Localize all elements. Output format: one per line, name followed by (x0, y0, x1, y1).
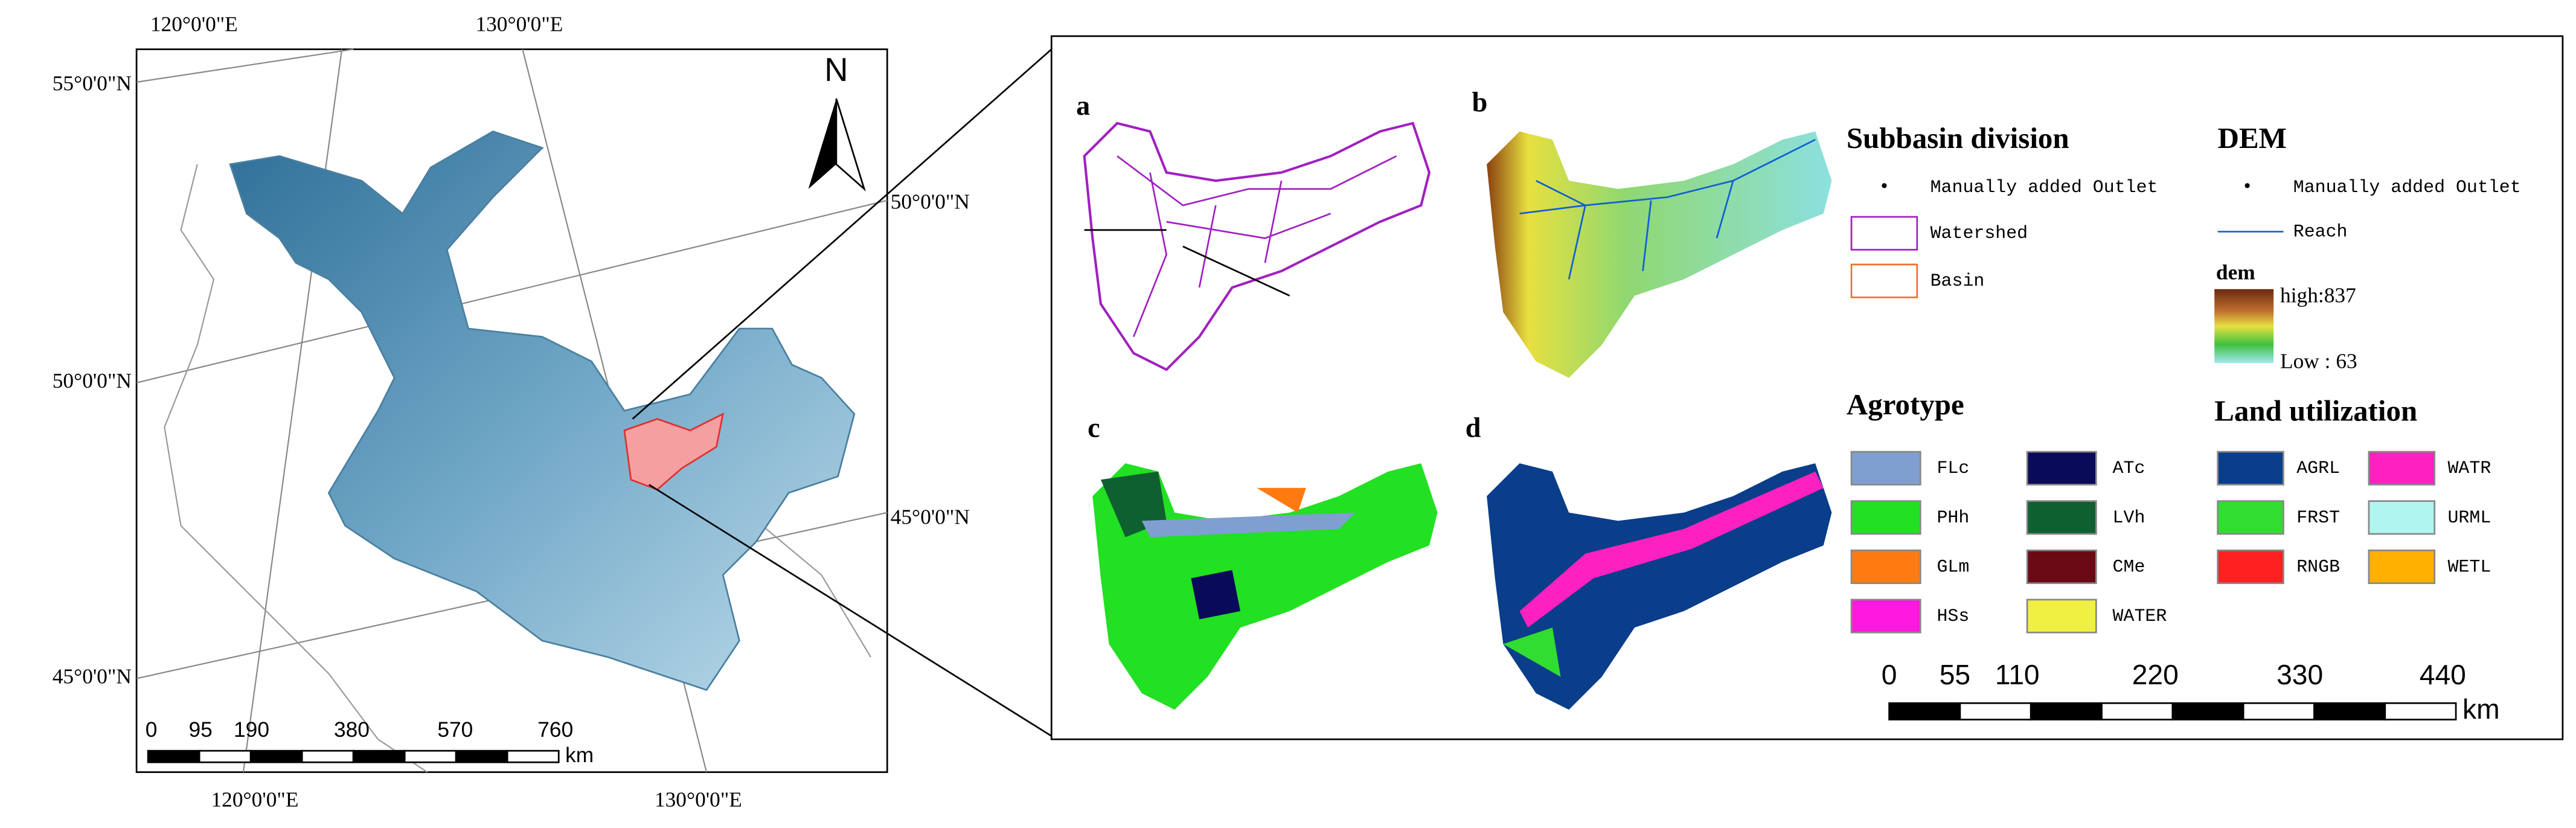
lon-label: 120°0'0"E (211, 788, 298, 812)
legend-title: Subbasin division (1847, 121, 2069, 155)
zoom-line (649, 484, 1053, 737)
legend-label: ATc (2113, 458, 2145, 478)
scale-label: 0 (146, 718, 158, 742)
legend-label: CMe (2113, 556, 2145, 577)
panel-letter: a (1076, 91, 1090, 121)
study-basin (623, 412, 725, 491)
panel-c-map (1092, 463, 1438, 710)
legend-swatch (2217, 549, 2284, 585)
scale-label: 220 (2132, 659, 2179, 690)
legend-swatch (2368, 451, 2436, 486)
scale-segment (2171, 702, 2244, 720)
scale-label: 190 (234, 718, 269, 742)
legend-swatch (1850, 500, 1921, 535)
legend-label: URML (2447, 507, 2491, 528)
scale-segment (455, 749, 508, 763)
scale-label: 0 (1882, 659, 1897, 690)
scale-label: 110 (1995, 659, 2040, 690)
ramp-label: Low : 63 (2280, 348, 2357, 373)
scale-segment (352, 749, 406, 763)
legend-swatch (2026, 599, 2097, 634)
legend-swatch (1850, 549, 1921, 585)
scale-label: 440 (2420, 659, 2466, 690)
legend-swatch (2026, 500, 2097, 535)
legend-label: Watershed (1930, 223, 2028, 243)
lat-label: 50°0'0"N (891, 189, 970, 213)
panel-letter: d (1466, 412, 1481, 443)
scale-unit: km (2462, 693, 2500, 725)
lon-label: 130°0'0"E (655, 788, 742, 812)
legend-swatch (2368, 500, 2436, 535)
legend-label: Manually added Outlet (1930, 177, 2158, 197)
legend-label: WETL (2447, 556, 2491, 577)
legend-label: Basin (1930, 271, 1985, 291)
scale-label: 570 (437, 718, 473, 742)
lon-label: 120°0'0"E (150, 12, 238, 36)
scale-segment (198, 749, 252, 763)
legend-swatch (2026, 451, 2097, 486)
panel-d-map (1487, 463, 1832, 710)
north-arrow: N (808, 51, 866, 192)
scale-label: 330 (2276, 659, 2323, 690)
legend-title: Agrotype (1847, 388, 1964, 421)
lon-label: 130°0'0"E (475, 12, 563, 36)
legend-swatch (2217, 500, 2284, 535)
scale-unit: km (565, 743, 594, 767)
legend-label: GLm (1937, 556, 1969, 577)
legend-swatch (2217, 451, 2284, 486)
legend-title: DEM (2218, 121, 2287, 155)
scale-segment (2242, 702, 2315, 720)
legend-label: WATER (2113, 606, 2167, 626)
ramp-title: dem (2216, 260, 2255, 284)
scale-segment (249, 749, 303, 763)
legend-label: WATR (2447, 458, 2491, 478)
legend-swatch (1850, 451, 1921, 486)
legend-label: FLc (1937, 458, 1969, 478)
legend-label: Manually added Outlet (2293, 177, 2521, 197)
scale-segment (301, 749, 354, 763)
lat-label: 50°0'0"N (53, 368, 132, 393)
scale-label: 55 (1940, 659, 1970, 690)
dem-ramp (2214, 289, 2274, 364)
overview-map: N 120°0'0"E 130°0'0"E 120°0'0"E 130°0'0"… (53, 12, 970, 812)
panel-b-map (1487, 131, 1832, 378)
legend-swatch (2026, 549, 2097, 585)
legend-label: HSs (1937, 606, 1969, 626)
legend-swatch (2368, 549, 2436, 585)
scale-label: 95 (189, 718, 213, 742)
scale-segment (506, 749, 560, 763)
scale-segment (2030, 702, 2103, 720)
panel-letter: b (1472, 88, 1488, 118)
lat-label: 45°0'0"N (891, 505, 970, 529)
heilongjiang (229, 130, 856, 692)
zoom-line (632, 48, 1053, 420)
scale-segment (147, 749, 200, 763)
detail-panel: a b c d Subbasin division Manually added… (1050, 35, 2564, 740)
scale-segment (1959, 702, 2032, 720)
legend-label: PHh (1937, 507, 1969, 528)
legend-label: LVh (2113, 507, 2145, 528)
ramp-label: high:837 (2280, 283, 2356, 307)
panel-a-map (1085, 123, 1429, 370)
lat-label: 45°0'0"N (53, 664, 132, 688)
legend-label: Reach (2293, 221, 2348, 242)
scale-segment (403, 749, 457, 763)
legend-label: RNGB (2296, 556, 2340, 577)
legend-label: AGRL (2296, 458, 2340, 478)
scale-segment (2313, 702, 2386, 720)
scale-segment (2384, 702, 2457, 720)
legend-title: Land utilization (2214, 394, 2417, 428)
scale-segment (1888, 702, 1961, 720)
scale-segment (2101, 702, 2174, 720)
lat-label: 55°0'0"N (53, 71, 132, 95)
panel-letter: c (1088, 412, 1100, 443)
legend-swatch (1850, 599, 1921, 634)
legend-label: FRST (2296, 507, 2340, 528)
scale-label: 380 (334, 718, 370, 742)
scale-label: 760 (537, 718, 573, 742)
north-label: N (824, 51, 848, 88)
